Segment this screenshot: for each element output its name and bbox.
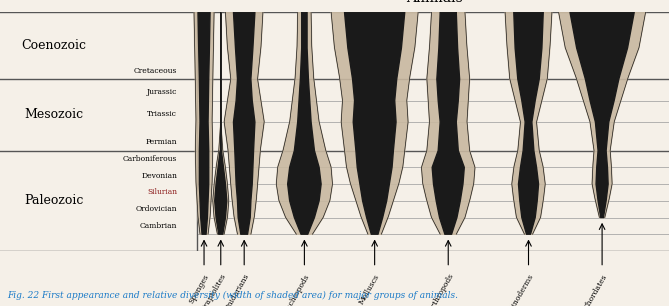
Text: Sponges: Sponges xyxy=(188,272,211,305)
Text: Permian: Permian xyxy=(146,138,177,146)
Polygon shape xyxy=(288,12,321,234)
Text: Cretaceous: Cretaceous xyxy=(134,67,177,75)
Text: Chordates: Chordates xyxy=(582,272,609,306)
Text: Mesozoic: Mesozoic xyxy=(24,108,83,121)
Text: Triassic: Triassic xyxy=(147,110,177,118)
Polygon shape xyxy=(215,12,227,234)
Text: Jurassic: Jurassic xyxy=(147,88,177,96)
Polygon shape xyxy=(421,12,475,234)
FancyBboxPatch shape xyxy=(0,12,197,251)
Text: Echinoderms: Echinoderms xyxy=(503,272,535,306)
Text: Brachiopods: Brachiopods xyxy=(280,272,311,306)
Polygon shape xyxy=(224,12,264,234)
Polygon shape xyxy=(505,12,552,234)
Polygon shape xyxy=(213,12,229,234)
Text: Paleozoic: Paleozoic xyxy=(24,194,83,207)
Polygon shape xyxy=(194,12,214,234)
Polygon shape xyxy=(198,12,210,234)
Polygon shape xyxy=(331,12,418,234)
Text: Animals: Animals xyxy=(407,0,463,5)
Text: Cambrian: Cambrian xyxy=(140,222,177,230)
Polygon shape xyxy=(432,12,464,234)
Polygon shape xyxy=(345,12,405,234)
Text: Coenozoic: Coenozoic xyxy=(21,39,86,52)
Text: Devonian: Devonian xyxy=(141,172,177,180)
Polygon shape xyxy=(276,12,332,234)
Polygon shape xyxy=(559,12,646,218)
Text: Arthropods: Arthropods xyxy=(427,272,455,306)
Text: Carboniferous: Carboniferous xyxy=(123,155,177,163)
Polygon shape xyxy=(570,12,634,218)
Polygon shape xyxy=(514,12,543,234)
Text: Molluscs: Molluscs xyxy=(358,272,381,306)
Text: Graptolites: Graptolites xyxy=(199,272,227,306)
Text: Cnidarians: Cnidarians xyxy=(223,272,251,306)
Text: Ordovician: Ordovician xyxy=(136,205,177,213)
Polygon shape xyxy=(233,12,255,234)
Text: Silurian: Silurian xyxy=(147,188,177,196)
Text: Fig. 22 First appearance and relative diversity (width of shaded area) for major: Fig. 22 First appearance and relative di… xyxy=(7,291,458,300)
